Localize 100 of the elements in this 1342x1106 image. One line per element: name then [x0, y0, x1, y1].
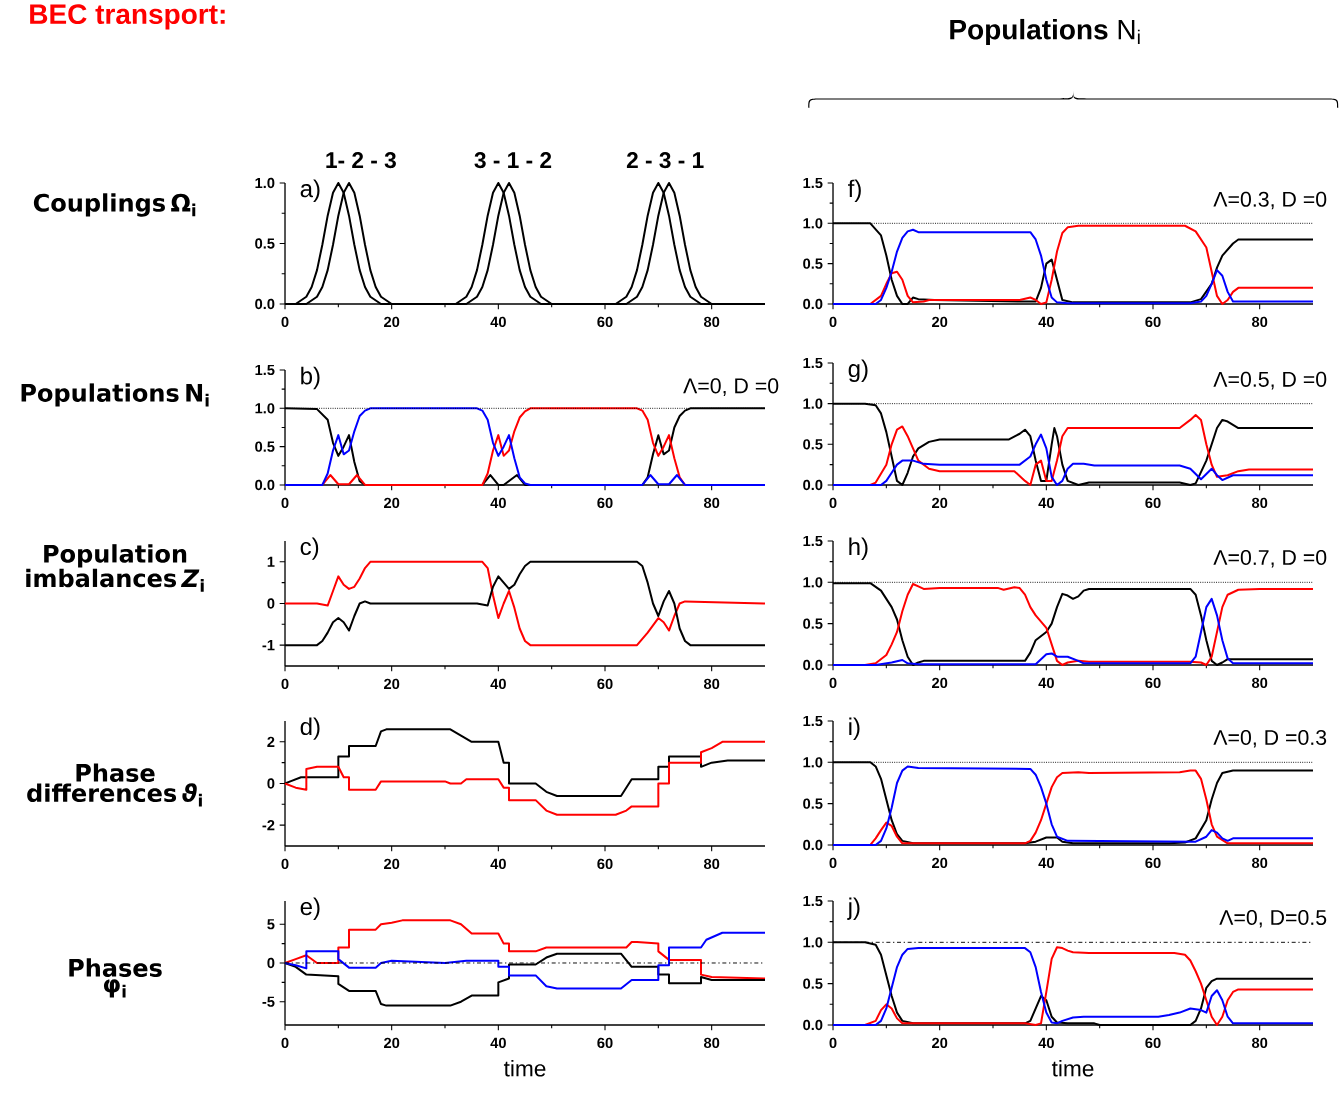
x-tick-label: 60 [1145, 677, 1161, 689]
annotation: a) [300, 179, 320, 202]
y-tick-label: 1.0 [803, 577, 823, 588]
x-tick-label: 60 [597, 497, 613, 509]
y-tick-label: 0.5 [255, 441, 275, 452]
x-tick-label: 60 [1145, 857, 1161, 869]
y-tick-label: -1 [262, 640, 275, 651]
x-tick-label: 20 [384, 858, 400, 870]
x-tick-label: 80 [1251, 857, 1268, 869]
x-tick-label: 20 [932, 1037, 948, 1049]
y-axis-title: Phase differences ϑ$_{i}$ [27, 763, 202, 807]
x-tick-label: 80 [703, 678, 720, 690]
y-tick-label: 0 [267, 957, 275, 969]
x-tick-label: 0 [829, 857, 837, 869]
annotation: Λ=0.7, D =0 [1213, 549, 1327, 568]
y-tick-label: 1.0 [803, 757, 823, 768]
x-tick-label: 0 [281, 678, 289, 690]
text: 2 - 3 - 1 [626, 152, 704, 169]
x-tick-label: 80 [703, 497, 720, 509]
x-tick-label: 0 [829, 677, 837, 689]
y-tick-label: 1.0 [803, 218, 823, 229]
y-tick-label: 1.5 [255, 364, 275, 376]
y-axis-title: Couplings Ω$_{i}$ [33, 193, 196, 217]
y-tick-label: 0.0 [803, 298, 823, 310]
y-tick-label: -5 [262, 996, 275, 1007]
annotation: d) [300, 717, 320, 740]
y-tick-label: 1 [267, 556, 275, 567]
y-tick-label: 0.5 [803, 978, 823, 989]
annotation: g) [848, 359, 868, 382]
x-tick-label: 40 [1038, 677, 1054, 689]
x-tick-label: 40 [1038, 316, 1054, 328]
x-tick-label: 20 [384, 1037, 400, 1049]
y-tick-label: 1.5 [803, 535, 823, 547]
y-tick-label: 1.5 [803, 177, 823, 189]
x-tick-label: 20 [384, 316, 400, 328]
x-tick-label: 60 [597, 858, 613, 870]
y-tick-label: 1.0 [255, 403, 275, 414]
x-tick-label: 20 [932, 677, 948, 689]
x-tick-label: 80 [703, 858, 720, 870]
y-tick-label: 0 [267, 778, 275, 789]
x-tick-label: 20 [932, 497, 948, 509]
x-tick-label: 60 [1145, 316, 1161, 328]
x-tick-label: 60 [1145, 497, 1161, 509]
y-tick-label: 0.5 [803, 439, 823, 450]
y-axis-title: Phases φ$_{i}$ [69, 958, 162, 998]
x-tick-label: 40 [1038, 497, 1054, 509]
annotation: b) [301, 366, 320, 390]
annotation: Λ=0, D =0.3 [1213, 729, 1327, 748]
x-tick-label: 80 [1251, 316, 1268, 328]
chart-title: BEC transport: [30, 4, 225, 30]
x-tick-label: 40 [1038, 857, 1054, 869]
y-tick-label: 1.5 [803, 357, 823, 369]
y-tick-label: 0.0 [803, 659, 823, 671]
text: 3 - 1 - 2 [474, 152, 552, 169]
x-tick-label: 40 [490, 1037, 506, 1049]
x-tick-label: 40 [1038, 1037, 1054, 1049]
x-tick-label: 20 [384, 497, 400, 509]
y-axis-title: Populations N$_{i}$ [21, 383, 209, 407]
y-tick-label: 1.5 [803, 715, 823, 727]
y-tick-label: 0.0 [255, 298, 275, 310]
y-tick-label: 0.0 [255, 479, 275, 491]
x-tick-label: 0 [281, 858, 289, 870]
annotation: j) [847, 897, 860, 920]
y-tick-label: 0.5 [803, 798, 823, 809]
x-tick-label: 80 [1251, 497, 1268, 509]
x-tick-label: 60 [597, 1037, 613, 1049]
x-tick-label: 60 [597, 316, 613, 328]
x-axis-title: time [1051, 1059, 1094, 1077]
x-tick-label: 20 [932, 316, 948, 328]
y-tick-label: 2 [267, 736, 275, 747]
y-tick-label: 0.0 [803, 1019, 823, 1031]
annotation: f) [848, 179, 861, 202]
y-tick-label: 1.0 [255, 177, 275, 189]
x-tick-label: 0 [829, 316, 837, 328]
y-tick-label: 0.5 [803, 618, 823, 629]
x-tick-label: 80 [1251, 1037, 1268, 1049]
y-tick-label: -2 [262, 820, 275, 831]
x-tick-label: 0 [281, 316, 289, 328]
x-tick-label: 40 [490, 316, 506, 328]
y-tick-label: 0 [267, 598, 275, 609]
x-tick-label: 40 [490, 678, 506, 690]
x-tick-label: 80 [703, 316, 720, 328]
y-tick-label: 0.5 [803, 258, 823, 269]
annotation: Λ=0.5, D =0 [1213, 371, 1327, 390]
text: 1- 2 - 3 [326, 152, 396, 169]
y-tick-label: 1.0 [803, 398, 823, 409]
x-tick-label: 40 [490, 858, 506, 870]
annotation: e) [300, 897, 320, 920]
x-axis-title: time [503, 1059, 546, 1077]
y-tick-label: 0.0 [803, 839, 823, 851]
annotation: Λ=0.3, D =0 [1213, 191, 1327, 210]
x-tick-label: 0 [281, 497, 289, 509]
x-tick-label: 20 [384, 678, 400, 690]
annotation: Λ=0, D =0 [683, 378, 779, 396]
x-tick-label: 60 [597, 678, 613, 690]
y-tick-label: 0.0 [803, 479, 823, 491]
x-tick-label: 20 [932, 857, 948, 869]
y-axis-title: Population imbalances Z$_{i}$ [26, 544, 204, 592]
annotation: h) [849, 537, 868, 560]
y-tick-label: 1.5 [803, 895, 823, 907]
